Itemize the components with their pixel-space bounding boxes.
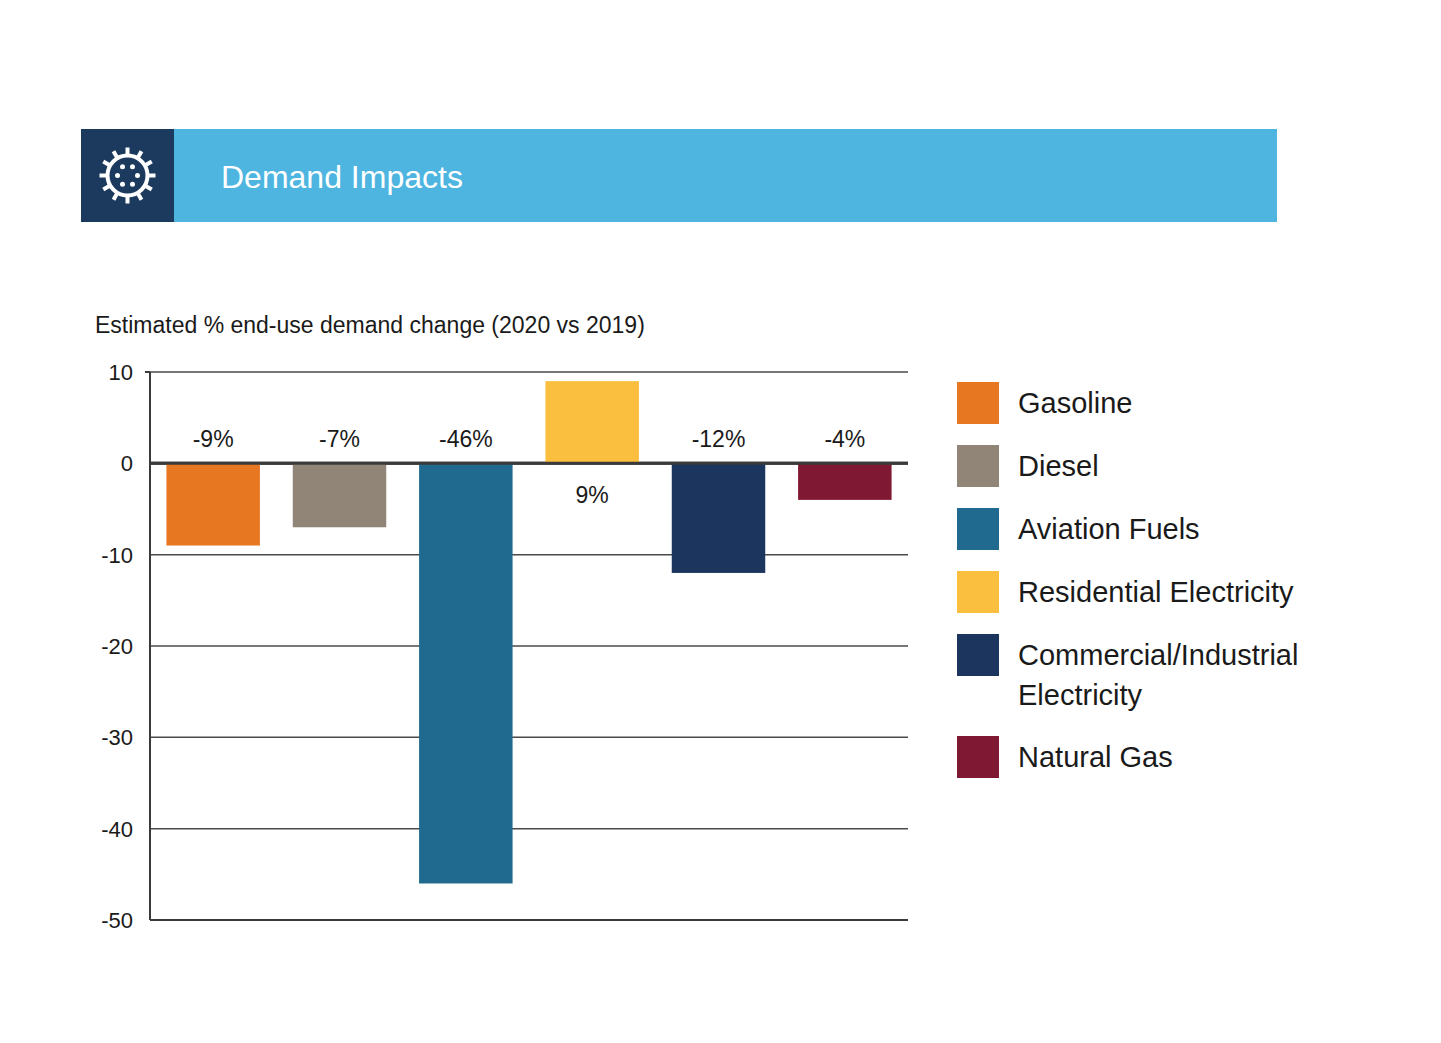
y-tick-label: 10	[109, 360, 133, 385]
zero-line	[150, 462, 908, 465]
header-bar	[81, 129, 1277, 222]
header-icon-box	[81, 129, 174, 222]
legend-swatch	[957, 445, 999, 487]
icon-dot	[130, 182, 135, 187]
bar	[798, 463, 891, 500]
bar	[166, 463, 259, 545]
data-label: -46%	[439, 426, 493, 452]
grid-line	[150, 462, 908, 465]
grid-line	[150, 737, 908, 739]
legend-item: Natural Gas	[957, 736, 1377, 778]
legend-swatch	[957, 736, 999, 778]
data-label: 9%	[576, 482, 609, 508]
bars	[166, 381, 891, 883]
legend-label: Residential Electricity	[1018, 571, 1358, 612]
header-icon	[100, 148, 156, 204]
grid-line	[150, 828, 908, 830]
legend-label: Natural Gas	[1018, 736, 1358, 777]
subtitle: Estimated % end-use demand change (2020 …	[95, 312, 645, 338]
bar	[293, 463, 386, 527]
legend-label: Aviation Fuels	[1018, 508, 1358, 549]
icon-dot	[120, 164, 125, 169]
y-axis	[149, 372, 151, 920]
y-tick-label: 0	[121, 451, 133, 476]
bar	[545, 381, 638, 463]
legend-item: Commercial/Industrial Electricity	[957, 634, 1377, 715]
y-tick-label: -50	[101, 908, 133, 933]
bar	[672, 463, 765, 573]
y-tick-label: -10	[101, 543, 133, 568]
chart: Demand Impacts Estimated % end-use demand…	[0, 0, 1441, 1043]
legend-item: Diesel	[957, 445, 1377, 487]
legend-label: Diesel	[1018, 445, 1358, 486]
legend-item: Gasoline	[957, 382, 1377, 424]
title: Demand Impacts	[221, 159, 463, 195]
y-tick-label: -30	[101, 725, 133, 750]
legend-swatch	[957, 571, 999, 613]
legend-item: Residential Electricity	[957, 571, 1377, 613]
legend-label: Commercial/Industrial Electricity	[1018, 634, 1358, 715]
y-axis-cap	[145, 371, 150, 373]
grid-line	[150, 919, 908, 921]
grid-line	[150, 371, 908, 373]
y-tick-label: -20	[101, 634, 133, 659]
grid-line	[150, 645, 908, 647]
data-label: -12%	[692, 426, 746, 452]
icon-dot	[130, 164, 135, 169]
y-tick-label: -40	[101, 817, 133, 842]
legend-label: Gasoline	[1018, 382, 1358, 423]
data-label: -9%	[193, 426, 234, 452]
grid-line	[150, 554, 908, 556]
icon-dot	[135, 173, 140, 178]
icon-ring	[108, 156, 148, 196]
legend: Gasoline Diesel Aviation Fuels Residential …	[957, 382, 1377, 799]
data-label: -7%	[319, 426, 360, 452]
legend-swatch	[957, 382, 999, 424]
icon-dot	[120, 182, 125, 187]
legend-swatch	[957, 508, 999, 550]
bar	[419, 463, 512, 883]
icon-dot	[115, 173, 120, 178]
legend-swatch	[957, 634, 999, 676]
legend-item: Aviation Fuels	[957, 508, 1377, 550]
data-label: -4%	[824, 426, 865, 452]
x-axis	[150, 919, 908, 921]
